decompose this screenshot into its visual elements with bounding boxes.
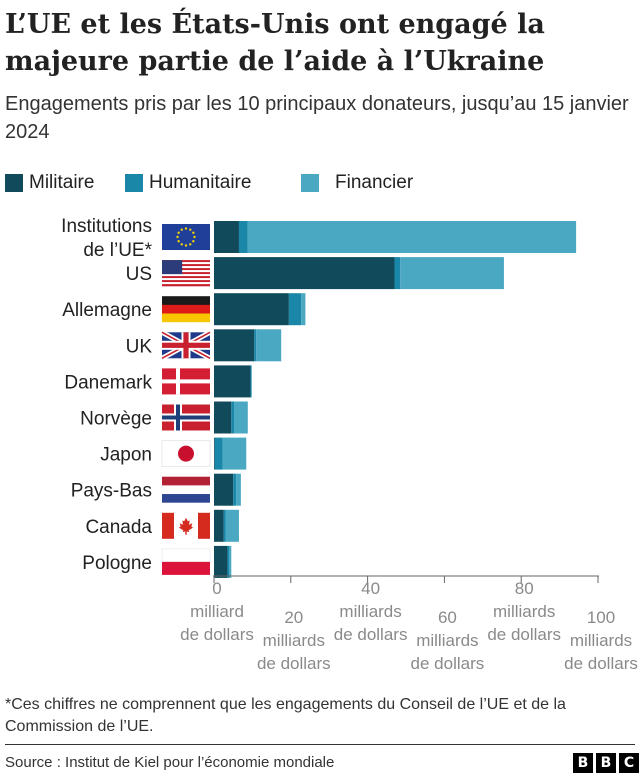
x-tick-label: milliards bbox=[339, 602, 401, 621]
x-tick-label: 0 bbox=[212, 579, 221, 598]
bar-segment-humanitaire bbox=[227, 545, 230, 578]
bar-segment-humanitaire bbox=[288, 293, 302, 326]
germany-flag bbox=[162, 296, 210, 323]
netherlands-flag bbox=[162, 476, 210, 503]
poland-flag bbox=[161, 548, 211, 575]
bar-row: US bbox=[126, 257, 504, 290]
japan-flag bbox=[161, 440, 211, 467]
bar-segment-financier bbox=[400, 257, 504, 290]
bar-row: Japon bbox=[100, 437, 247, 470]
bar-row: Allemagne bbox=[62, 293, 306, 326]
bar-segment-militaire bbox=[214, 365, 251, 398]
bar-row: UK bbox=[126, 329, 282, 362]
bar-segment-financier bbox=[225, 509, 239, 542]
bar-segment-militaire bbox=[214, 473, 234, 506]
bar-segment-financier bbox=[229, 545, 232, 578]
legend-swatch-financier bbox=[301, 174, 319, 192]
x-tick-label: milliards bbox=[493, 602, 555, 621]
x-tick-label: 40 bbox=[361, 579, 380, 598]
bar-row: Pologne bbox=[82, 545, 232, 578]
x-tick-label: de dollars bbox=[487, 625, 561, 644]
footnote: *Ces chiffres ne comprennent que les eng… bbox=[5, 696, 566, 735]
bar-segment-financier bbox=[301, 293, 306, 326]
bar-segment-militaire bbox=[214, 437, 215, 470]
bar-segment-militaire bbox=[214, 401, 232, 434]
bar-segment-humanitaire bbox=[233, 473, 237, 506]
bar-row: Norvège bbox=[80, 401, 248, 434]
bar-row: Danemark bbox=[64, 365, 252, 398]
x-tick-label: de dollars bbox=[334, 625, 408, 644]
bar-segment-militaire bbox=[214, 329, 255, 362]
bar-segment-militaire bbox=[214, 509, 224, 542]
bar-row: Institutions de l’UE* bbox=[61, 216, 577, 261]
category-label: UK bbox=[126, 336, 153, 357]
bar-segment-humanitaire bbox=[394, 257, 401, 290]
category-label: Pologne bbox=[82, 553, 152, 574]
bar-segment-humanitaire bbox=[223, 509, 226, 542]
bar-segment-financier bbox=[234, 401, 248, 434]
bar-row: Canada bbox=[85, 509, 239, 542]
bar-chart: Institutions de l’UE* US Allemagne UK Danemar… bbox=[61, 216, 638, 673]
bar-segment-humanitaire bbox=[231, 401, 235, 434]
category-label: Norvège bbox=[80, 409, 152, 430]
bar-segment-humanitaire bbox=[238, 221, 248, 253]
bar-segment-humanitaire bbox=[254, 329, 257, 362]
norway-flag bbox=[162, 404, 210, 431]
bar-segment-humanitaire bbox=[214, 437, 223, 470]
category-label: Pays-Bas bbox=[71, 481, 152, 502]
x-tick-label: 80 bbox=[515, 579, 534, 598]
category-label: Canada bbox=[85, 517, 152, 538]
chart-title: L’UE et les États-Unis ont engagé la maj… bbox=[5, 9, 545, 77]
x-tick-label: 20 bbox=[284, 608, 303, 627]
category-label: US bbox=[126, 264, 152, 285]
x-tick-label: de dollars bbox=[411, 654, 485, 673]
source-text: Source : Institut de Kiel pour l’économi… bbox=[5, 754, 335, 771]
canada-flag bbox=[162, 512, 210, 539]
category-label: Japon bbox=[100, 445, 152, 466]
category-label: Danemark bbox=[64, 372, 152, 393]
x-tick-label: milliards bbox=[570, 631, 632, 650]
x-tick-label: milliards bbox=[416, 631, 478, 650]
legend-label-militaire: Militaire bbox=[29, 172, 95, 193]
us-flag bbox=[162, 260, 210, 287]
bar-segment-financier bbox=[222, 437, 247, 470]
chart-subtitle: Engagements pris par les 10 principaux d… bbox=[5, 93, 629, 143]
x-tick-label: milliards bbox=[263, 631, 325, 650]
bar-segment-financier bbox=[236, 473, 241, 506]
x-tick-label: milliard bbox=[190, 602, 244, 621]
bbc-logo: B B C bbox=[573, 753, 639, 773]
legend-label-financier: Financier bbox=[335, 172, 414, 193]
category-label: Allemagne bbox=[62, 300, 152, 321]
bar-segment-financier bbox=[247, 221, 577, 253]
bbc-logo-letter: B bbox=[596, 753, 616, 773]
category-label: de l’UE* bbox=[83, 240, 152, 261]
eu-flag bbox=[162, 224, 210, 250]
x-tick-label: 60 bbox=[438, 608, 457, 627]
denmark-flag bbox=[162, 368, 210, 395]
bar-row: Pays-Bas bbox=[71, 473, 241, 506]
bar-segment-militaire bbox=[214, 221, 239, 253]
legend-label-humanitaire: Humanitaire bbox=[149, 172, 252, 193]
x-tick-label: de dollars bbox=[180, 625, 254, 644]
bar-segment-humanitaire bbox=[250, 365, 252, 398]
category-label: Institutions bbox=[61, 216, 152, 237]
x-tick-label: de dollars bbox=[564, 654, 638, 673]
bbc-logo-letter: C bbox=[619, 753, 639, 773]
bar-segment-militaire bbox=[214, 545, 228, 578]
x-tick-label: de dollars bbox=[257, 654, 331, 673]
uk-flag bbox=[160, 330, 212, 361]
bbc-logo-letter: B bbox=[573, 753, 593, 773]
legend-swatch-militaire bbox=[5, 174, 23, 192]
bar-segment-militaire bbox=[214, 257, 395, 290]
legend-swatch-humanitaire bbox=[125, 174, 143, 192]
bar-segment-militaire bbox=[214, 293, 289, 326]
source-divider bbox=[5, 744, 635, 745]
x-tick-label: 100 bbox=[587, 608, 615, 627]
bar-segment-financier bbox=[256, 329, 282, 362]
